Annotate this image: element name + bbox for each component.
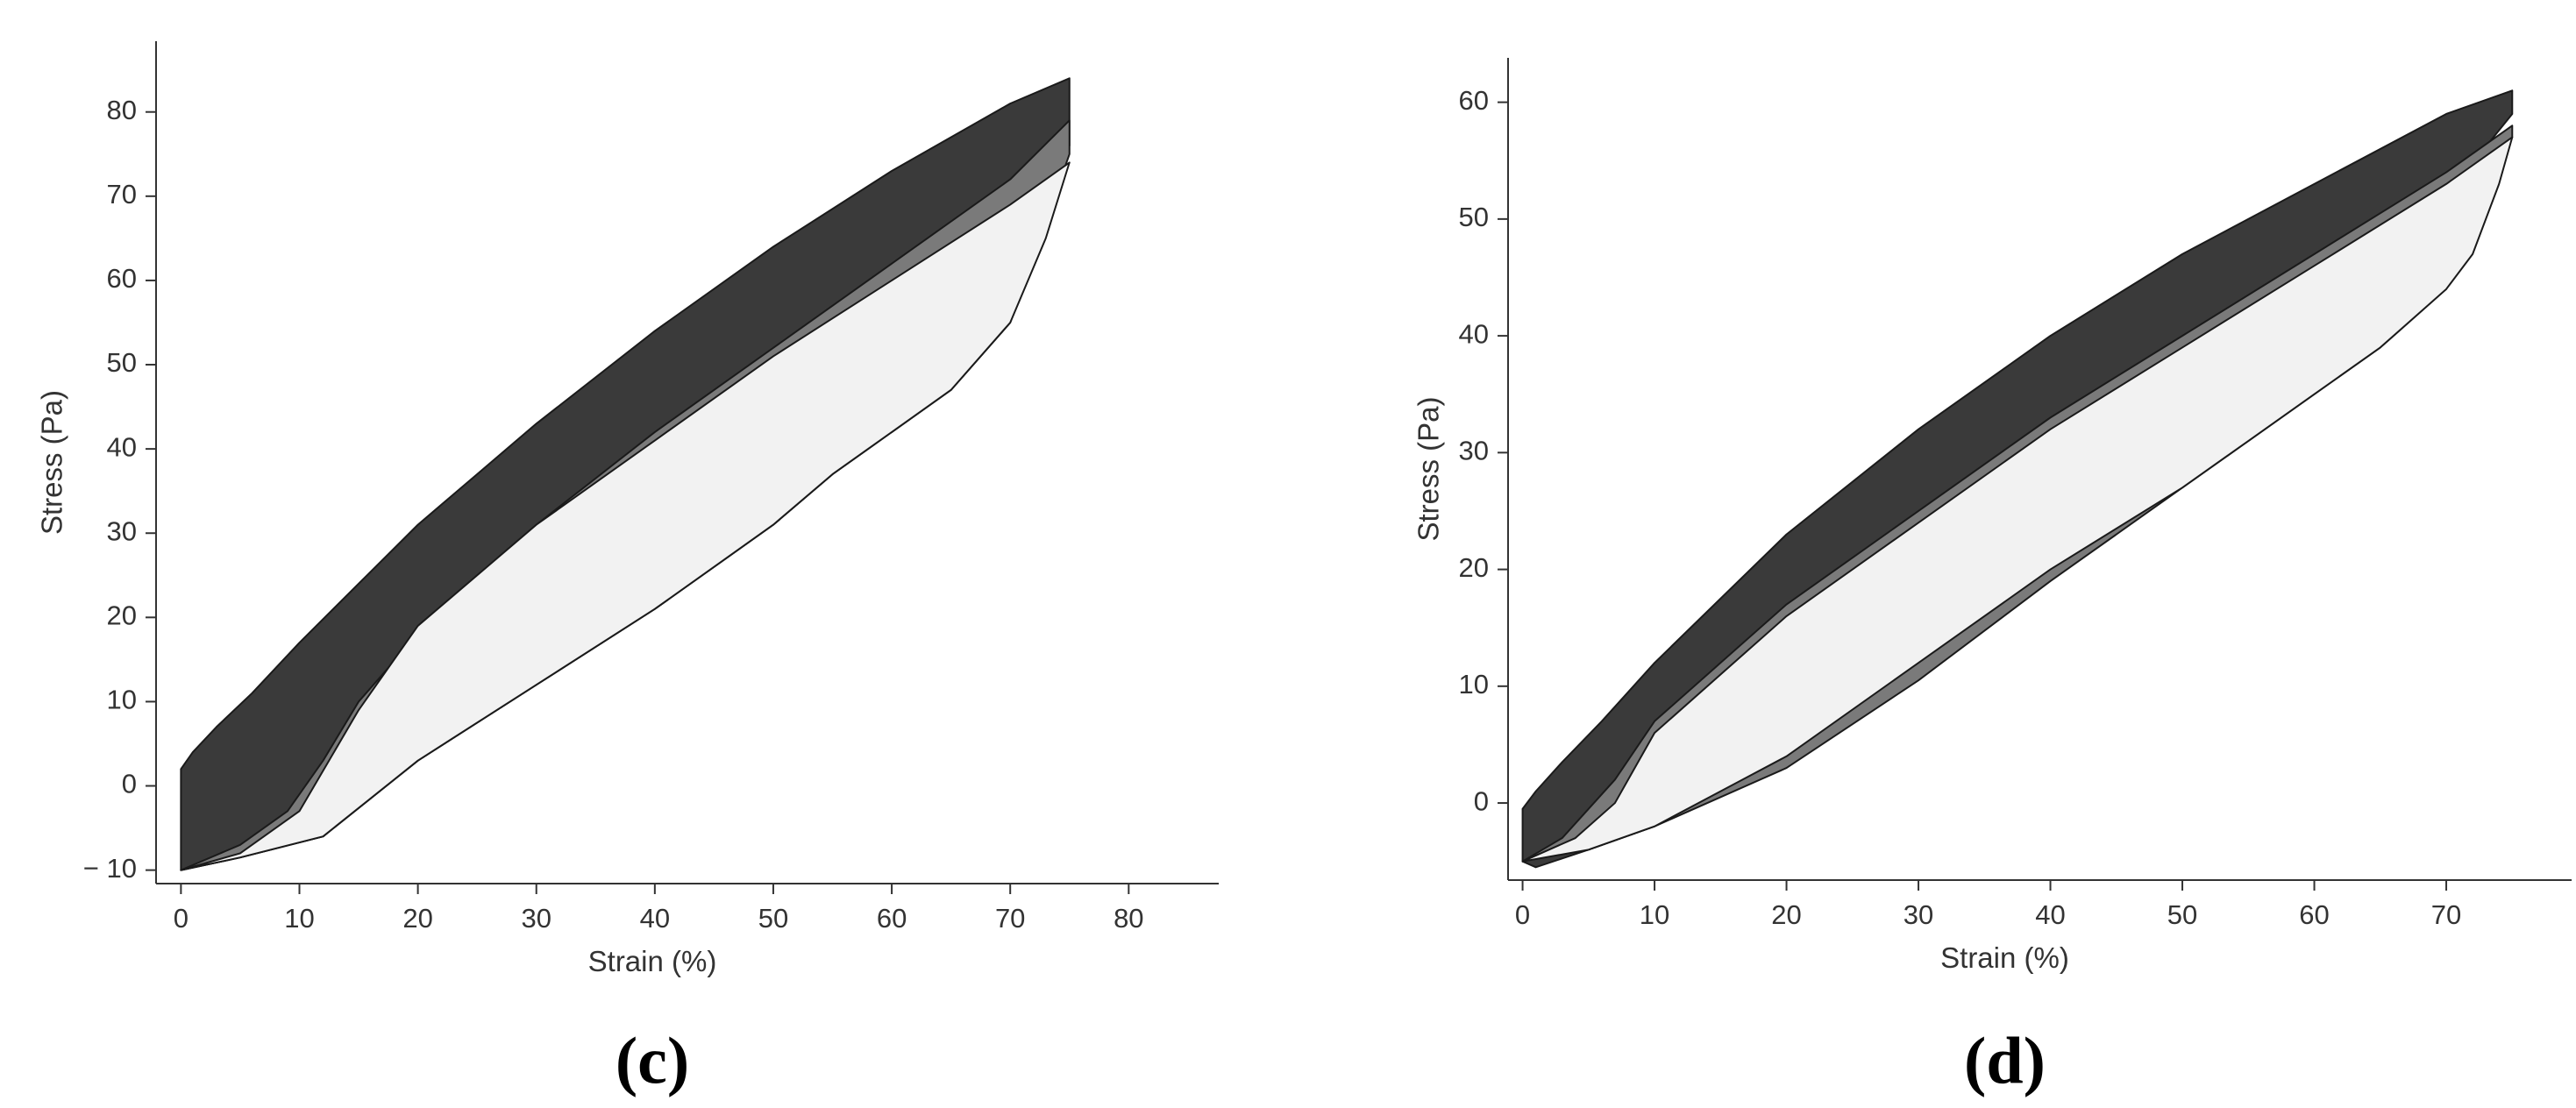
x-axis-title: Strain (%) [1940, 941, 2069, 974]
x-tick-label: 10 [1640, 899, 1669, 930]
y-tick-label: 50 [107, 347, 137, 378]
x-tick-label: 10 [284, 903, 314, 934]
x-tick-label: 20 [1771, 899, 1801, 930]
x-tick-label: 0 [1515, 899, 1530, 930]
hysteresis-loop [180, 161, 1071, 871]
x-tick-label: 0 [174, 903, 189, 934]
x-tick-label: 70 [995, 903, 1025, 934]
chart: 0 10 20 30 40 50 60 70 80 − 10 0 10 20 30 40 50 60 70 80 St… [36, 41, 1219, 1097]
x-tick-label: 30 [1904, 899, 1933, 930]
y-tick-label: 10 [1459, 669, 1489, 700]
y-axis-title: Stress (Pa) [36, 390, 68, 535]
y-tick-label: 80 [107, 95, 137, 125]
y-tick-label: − 10 [83, 853, 137, 884]
y-tick-label: 20 [1459, 552, 1489, 583]
x-tick-label: 60 [877, 903, 907, 934]
x-tick-label: 70 [2431, 899, 2461, 930]
y-tick-label: 10 [107, 685, 137, 715]
x-tick-label: 50 [758, 903, 788, 934]
chart: 0 10 20 30 40 50 60 70 0 10 20 30 40 50 60 Strain (%) St… [1413, 58, 2572, 1097]
y-tick-label: 30 [107, 515, 137, 546]
y-tick-label: 50 [1459, 202, 1489, 232]
y-tick-label: 30 [1459, 436, 1489, 466]
y-tick-label: 60 [1459, 85, 1489, 116]
x-tick-label: 80 [1114, 903, 1143, 934]
x-tick-label: 20 [402, 903, 432, 934]
x-axis-title: Strain (%) [588, 945, 717, 977]
x-tick-label: 60 [2299, 899, 2329, 930]
caption: (c) [616, 1024, 689, 1097]
y-tick-label: 70 [107, 179, 137, 210]
y-tick-label: 20 [107, 600, 137, 631]
hysteresis-loop [1521, 136, 2514, 863]
x-tick-label: 40 [2035, 899, 2065, 930]
y-tick-label: 0 [122, 769, 137, 799]
caption: (d) [1964, 1024, 2046, 1097]
y-tick-label: 60 [107, 263, 137, 294]
y-tick-label: 40 [107, 431, 137, 462]
x-tick-label: 50 [2167, 899, 2197, 930]
x-tick-label: 30 [521, 903, 551, 934]
y-tick-label: 0 [1474, 785, 1489, 816]
y-tick-label: 40 [1459, 318, 1489, 349]
x-tick-label: 40 [640, 903, 670, 934]
y-axis-title: Stress (Pa) [1413, 396, 1445, 541]
